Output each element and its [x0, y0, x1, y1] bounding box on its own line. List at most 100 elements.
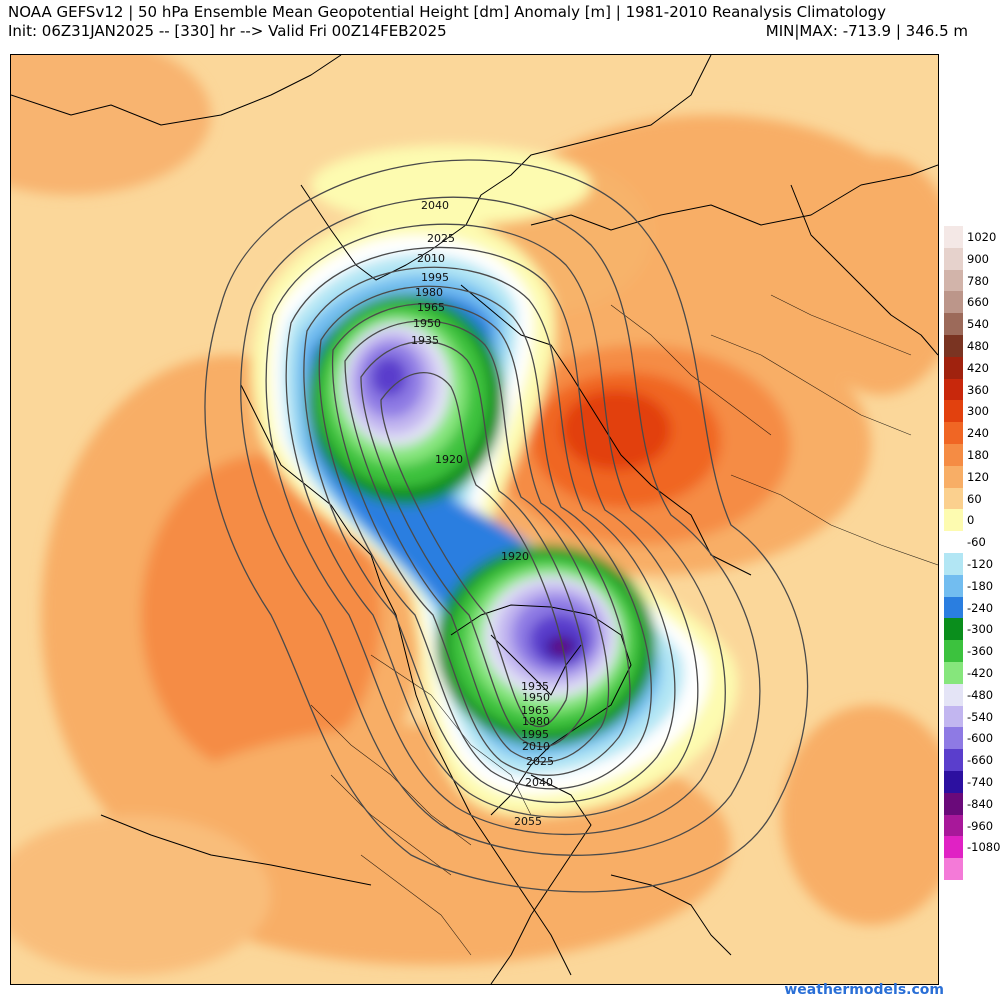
map-canvas: 2040 2025 2010 1995 1980 1965 1950 1935 … [11, 55, 938, 984]
height-contours [204, 159, 809, 893]
contour-label-1935-south: 1935 [521, 680, 549, 693]
colorbar-swatch [944, 662, 963, 685]
contour-label-2025-south: 2025 [526, 755, 554, 768]
colorbar-swatch [944, 574, 963, 598]
contour-label-1995-south: 1995 [521, 728, 549, 741]
siberia-positive-anomaly-core [561, 390, 671, 470]
anomaly-map: 2040 2025 2010 1995 1980 1965 1950 1935 … [10, 54, 939, 985]
colorbar-label: -1080 [967, 840, 1000, 855]
contour-1920 [380, 372, 569, 728]
colorbar-swatch [944, 422, 963, 445]
colorbar-label: -960 [967, 818, 994, 833]
colorbar-swatch [944, 749, 963, 772]
colorbar-label: 120 [967, 469, 989, 484]
colorbar-label: -600 [967, 731, 994, 746]
colorbar-swatch [944, 465, 963, 489]
colorbar-label: 180 [967, 448, 989, 462]
site-credit: weathermodels.com [784, 982, 944, 998]
colorbar-label: 420 [967, 360, 989, 375]
colorbar-swatch [944, 858, 963, 881]
colorbar-label: 900 [967, 251, 989, 266]
scandinavia-coast [790, 184, 938, 356]
colorbar-swatch [944, 618, 963, 641]
contour-label-1965-south: 1965 [521, 704, 549, 717]
colorbar-label: -180 [967, 578, 994, 593]
colorbar-swatch [944, 771, 963, 794]
colorbar-label: -60 [967, 535, 986, 550]
coastlines [11, 55, 938, 984]
colorbar-swatch [944, 226, 963, 249]
arctic-archipelago [490, 634, 582, 696]
contour-label-2055: 2055 [514, 815, 542, 828]
contour-label-2010-south: 2010 [522, 740, 550, 753]
colorbar-label: -240 [967, 600, 994, 615]
west-coast-positive-anomaly [141, 455, 381, 775]
colorbar-swatch [944, 596, 963, 619]
colorbar-swatch [944, 378, 963, 401]
anomaly-colorbar: 1020 900 780 660 540 480 420 360 300 240 180 120 60 0… [944, 226, 1000, 881]
colorbar-label: 780 [967, 273, 989, 288]
colorbar-label: 360 [967, 382, 989, 397]
contour-label-1980-south: 1980 [522, 715, 550, 728]
eastern-vortex-core [551, 640, 571, 654]
political-boundaries [310, 294, 938, 956]
colorbar-label: 480 [967, 339, 989, 353]
colorbar-swatch [944, 792, 963, 816]
init-valid-line: Init: 06Z31JAN2025 -- [330] hr --> Valid… [8, 22, 447, 40]
colorbar-label: 540 [967, 317, 989, 332]
siberia-boundary [460, 284, 752, 576]
contour-2010 [285, 246, 699, 818]
contour-label-1935-north: 1935 [411, 334, 439, 347]
map-title: NOAA GEFSv12 | 50 hPa Ensemble Mean Geop… [8, 3, 887, 21]
contour-label-1995-north: 1995 [421, 271, 449, 284]
colorbar-swatch [944, 335, 963, 358]
contour-labels: 2040 2025 2010 1995 1980 1965 1950 1935 … [411, 199, 554, 828]
colorbar-swatch [944, 509, 963, 532]
colorbar-swatch [944, 356, 963, 380]
colorbar-label: -300 [967, 622, 994, 637]
colorbar-label: -480 [967, 687, 994, 702]
contour-1995 [303, 266, 676, 804]
min-max-readout: MIN|MAX: -713.9 | 346.5 m [765, 22, 968, 40]
colorbar-label: 1020 [967, 230, 997, 244]
colorbar-label: 60 [967, 491, 982, 506]
contour-2040 [240, 196, 761, 856]
colorbar-label: -120 [967, 557, 994, 571]
colorbar-swatch [944, 640, 963, 663]
caribbean-coast [610, 874, 732, 956]
contour-label-1980-north: 1980 [415, 286, 443, 299]
contour-label-2010-north: 2010 [417, 252, 445, 265]
colorbar-label: 300 [967, 404, 989, 419]
contour-label-1920-south: 1920 [501, 550, 529, 563]
contour-label-2040-south: 2040 [525, 776, 553, 789]
western-vortex-core [371, 357, 407, 397]
colorbar-swatch [944, 313, 963, 336]
colorbar-swatch [944, 247, 963, 271]
pacific-islands-line [100, 814, 372, 886]
colorbar-swatch [944, 269, 963, 292]
colorbar-label: 660 [967, 295, 989, 310]
contour-label-2040-north: 2040 [421, 199, 449, 212]
colorbar-swatch [944, 531, 963, 554]
colorbar-label: -540 [967, 709, 994, 724]
contour-1980 [318, 285, 652, 790]
contour-label-2025-north: 2025 [427, 232, 455, 245]
contour-1950 [344, 320, 610, 763]
contour-2055 [204, 159, 809, 893]
arctic-coast-eurasia [300, 55, 712, 281]
contour-label-1950-north: 1950 [413, 317, 441, 330]
colorbar-swatch [944, 683, 963, 707]
contour-1965 [331, 303, 631, 776]
colorbar-swatch [944, 727, 963, 750]
contour-label-1920-north: 1920 [435, 453, 463, 466]
colorbar-label: 0 [967, 513, 975, 528]
colorbar-swatch [944, 814, 963, 837]
contour-1935 [360, 340, 588, 748]
alaska-aleutian-coast [11, 55, 342, 126]
colorbar-swatch [944, 400, 963, 423]
north-eurasia-coast [530, 164, 938, 231]
colorbar-label: -740 [967, 775, 994, 789]
colorbar-swatch [944, 444, 963, 467]
contour-2025 [265, 223, 726, 836]
hudson-bay-coast [450, 604, 632, 816]
